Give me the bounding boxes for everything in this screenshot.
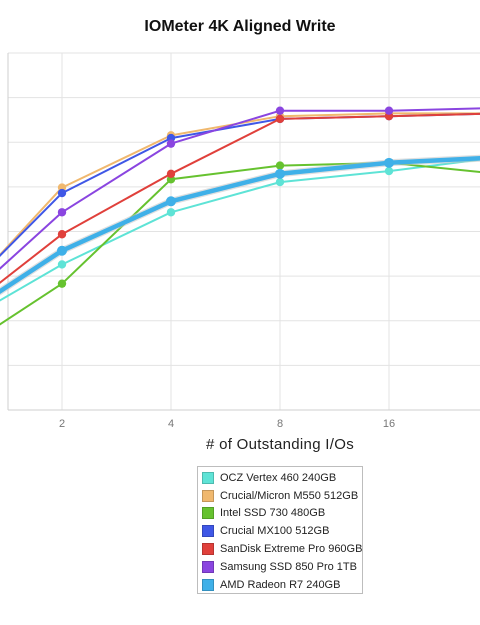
data-point [57, 245, 67, 256]
legend-label: AMD Radeon R7 240GB [220, 578, 341, 591]
chart-title: IOMeter 4K Aligned Write [144, 18, 336, 35]
legend-label: OCZ Vertex 460 240GB [220, 471, 337, 484]
legend-label: Samsung SSD 850 Pro 1TB [220, 560, 357, 573]
x-tick-label: 4 [168, 418, 174, 430]
legend-label: SanDisk Extreme Pro 960GB [220, 543, 363, 556]
legend-item: Crucial/Micron M550 512GB [202, 487, 358, 505]
legend-label: Intel SSD 730 480GB [220, 507, 326, 520]
x-tick-label: 8 [277, 418, 283, 430]
data-point [275, 114, 285, 124]
legend-swatch [202, 560, 214, 573]
legend-label: Crucial MX100 512GB [220, 525, 330, 538]
data-point [57, 260, 67, 269]
legend-swatch [202, 578, 214, 591]
legend-swatch [202, 543, 214, 556]
x-tick-label: 2 [59, 418, 65, 430]
series-line [0, 107, 480, 270]
series-line [0, 112, 480, 284]
data-point [166, 196, 176, 207]
legend-item: SanDisk Extreme Pro 960GB [202, 540, 362, 558]
data-point [57, 188, 67, 198]
data-point [275, 177, 285, 187]
legend-item: Intel SSD 730 480GB [202, 505, 358, 523]
data-point [384, 166, 394, 176]
legend-swatch [202, 471, 214, 484]
series-line [0, 156, 480, 295]
data-point [384, 157, 394, 168]
legend-swatch [202, 489, 214, 502]
data-point [166, 169, 176, 179]
x-axis-label: # of Outstanding I/Os [205, 436, 355, 453]
data-point [275, 168, 285, 179]
legend-swatch [202, 525, 214, 538]
legend-label: Crucial/Micron M550 512GB [220, 489, 359, 502]
data-point [166, 139, 176, 148]
data-point [166, 208, 176, 217]
series-line [0, 112, 480, 257]
legend-swatch [202, 507, 214, 520]
data-point [275, 161, 285, 170]
series-line [0, 158, 480, 302]
legend: OCZ Vertex 460 240GB Crucial/Micron M550 … [197, 466, 363, 594]
legend-item: OCZ Vertex 460 240GB [202, 469, 358, 487]
x-tick-label: 16 [383, 418, 395, 430]
legend-item: Samsung SSD 850 Pro 1TB [202, 558, 358, 576]
data-point [57, 279, 67, 288]
data-point [57, 230, 67, 239]
data-point [275, 106, 285, 115]
data-point [57, 208, 67, 217]
legend-item: Crucial MX100 512GB [202, 522, 358, 540]
data-point [384, 106, 394, 115]
legend-item: AMD Radeon R7 240GB [202, 576, 358, 594]
